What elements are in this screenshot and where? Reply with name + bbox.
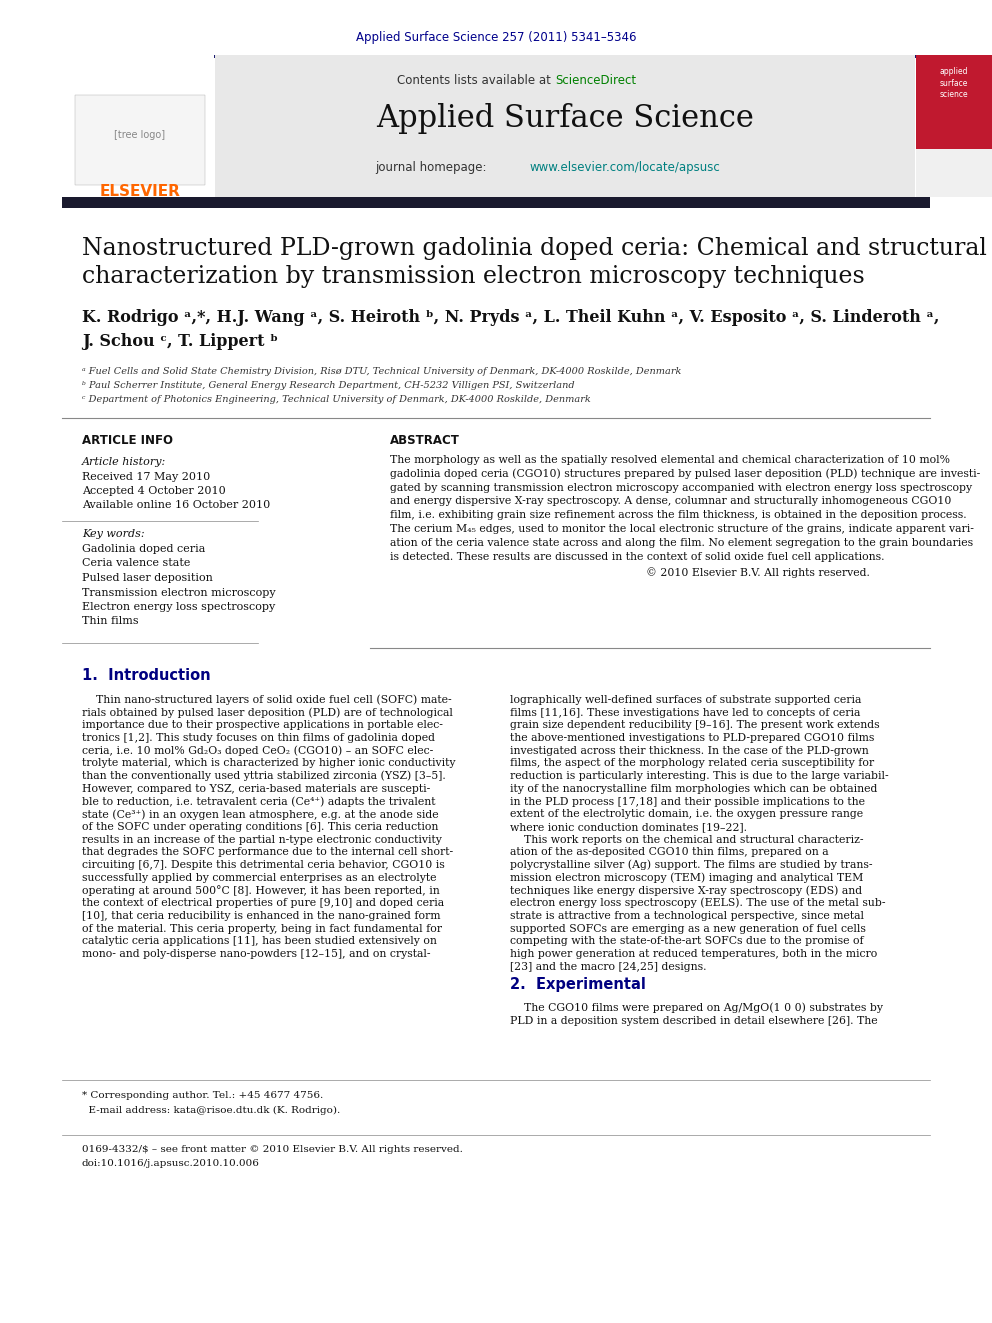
Text: Available online 16 October 2010: Available online 16 October 2010 bbox=[82, 500, 270, 509]
Text: state (Ce³⁺) in an oxygen lean atmosphere, e.g. at the anode side: state (Ce³⁺) in an oxygen lean atmospher… bbox=[82, 810, 438, 819]
Text: is detected. These results are discussed in the context of solid oxide fuel cell: is detected. These results are discussed… bbox=[390, 552, 885, 561]
Text: However, compared to YSZ, ceria-based materials are suscepti-: However, compared to YSZ, ceria-based ma… bbox=[82, 785, 431, 794]
Bar bbox=[916, 56, 992, 149]
Text: [10], that ceria reducibility is enhanced in the nano-grained form: [10], that ceria reducibility is enhance… bbox=[82, 912, 440, 921]
Bar bbox=[62, 56, 214, 197]
Text: Nanostructured PLD-grown gadolinia doped ceria: Chemical and structural: Nanostructured PLD-grown gadolinia doped… bbox=[82, 237, 987, 259]
Text: This work reports on the chemical and structural characteriz-: This work reports on the chemical and st… bbox=[510, 835, 863, 844]
Text: of the SOFC under operating conditions [6]. This ceria reduction: of the SOFC under operating conditions [… bbox=[82, 822, 438, 832]
Text: supported SOFCs are emerging as a new generation of fuel cells: supported SOFCs are emerging as a new ge… bbox=[510, 923, 866, 934]
Text: Key words:: Key words: bbox=[82, 529, 145, 538]
Text: strate is attractive from a technological perspective, since metal: strate is attractive from a technologica… bbox=[510, 912, 864, 921]
Text: films [11,16]. These investigations have led to concepts of ceria: films [11,16]. These investigations have… bbox=[510, 708, 860, 717]
Text: circuiting [6,7]. Despite this detrimental ceria behavior, CGO10 is: circuiting [6,7]. Despite this detriment… bbox=[82, 860, 444, 871]
Text: gated by scanning transmission electron microscopy accompanied with electron ene: gated by scanning transmission electron … bbox=[390, 483, 972, 492]
Text: ity of the nanocrystalline film morphologies which can be obtained: ity of the nanocrystalline film morpholo… bbox=[510, 785, 877, 794]
Text: The CGO10 films were prepared on Ag/MgO(1 0 0) substrates by: The CGO10 films were prepared on Ag/MgO(… bbox=[510, 1003, 883, 1013]
Bar bbox=[215, 56, 915, 197]
Text: in the PLD process [17,18] and their possible implications to the: in the PLD process [17,18] and their pos… bbox=[510, 796, 865, 807]
Text: applied
surface
science: applied surface science bbox=[939, 66, 968, 99]
Bar bbox=[75, 95, 205, 185]
Text: the context of electrical properties of pure [9,10] and doped ceria: the context of electrical properties of … bbox=[82, 898, 444, 908]
Text: journal homepage:: journal homepage: bbox=[375, 161, 490, 175]
Text: trolyte material, which is characterized by higher ionic conductivity: trolyte material, which is characterized… bbox=[82, 758, 455, 769]
Text: successfully applied by commercial enterprises as an electrolyte: successfully applied by commercial enter… bbox=[82, 873, 436, 882]
Text: grain size dependent reducibility [9–16]. The present work extends: grain size dependent reducibility [9–16]… bbox=[510, 721, 880, 730]
Text: ARTICLE INFO: ARTICLE INFO bbox=[82, 434, 173, 446]
Text: Contents lists available at: Contents lists available at bbox=[398, 74, 555, 86]
Text: Pulsed laser deposition: Pulsed laser deposition bbox=[82, 573, 213, 583]
Text: rials obtained by pulsed laser deposition (PLD) are of technological: rials obtained by pulsed laser depositio… bbox=[82, 708, 453, 718]
Text: * Corresponding author. Tel.: +45 4677 4756.: * Corresponding author. Tel.: +45 4677 4… bbox=[82, 1091, 323, 1101]
Text: E-mail address: kata@risoe.dtu.dk (K. Rodrigo).: E-mail address: kata@risoe.dtu.dk (K. Ro… bbox=[82, 1106, 340, 1114]
Text: Thin nano-structured layers of solid oxide fuel cell (SOFC) mate-: Thin nano-structured layers of solid oxi… bbox=[82, 695, 451, 705]
Text: ble to reduction, i.e. tetravalent ceria (Ce⁴⁺) adapts the trivalent: ble to reduction, i.e. tetravalent ceria… bbox=[82, 796, 435, 807]
Text: Electron energy loss spectroscopy: Electron energy loss spectroscopy bbox=[82, 602, 275, 613]
Text: ᵇ Paul Scherrer Institute, General Energy Research Department, CH-5232 Villigen : ᵇ Paul Scherrer Institute, General Energ… bbox=[82, 381, 574, 390]
Text: electron energy loss spectroscopy (EELS). The use of the metal sub-: electron energy loss spectroscopy (EELS)… bbox=[510, 898, 886, 909]
Text: operating at around 500°C [8]. However, it has been reported, in: operating at around 500°C [8]. However, … bbox=[82, 885, 439, 896]
Text: high power generation at reduced temperatures, both in the micro: high power generation at reduced tempera… bbox=[510, 949, 877, 959]
Text: 2.  Experimental: 2. Experimental bbox=[510, 978, 646, 992]
Text: and energy dispersive X-ray spectroscopy. A dense, columnar and structurally inh: and energy dispersive X-ray spectroscopy… bbox=[390, 496, 951, 507]
Text: Transmission electron microscopy: Transmission electron microscopy bbox=[82, 587, 276, 598]
Text: Applied Surface Science 257 (2011) 5341–5346: Applied Surface Science 257 (2011) 5341–… bbox=[356, 32, 636, 45]
Text: results in an increase of the partial n-type electronic conductivity: results in an increase of the partial n-… bbox=[82, 835, 441, 844]
Text: mission electron microscopy (TEM) imaging and analytical TEM: mission electron microscopy (TEM) imagin… bbox=[510, 873, 863, 882]
Text: investigated across their thickness. In the case of the PLD-grown: investigated across their thickness. In … bbox=[510, 746, 869, 755]
Text: ceria, i.e. 10 mol% Gd₂O₃ doped CeO₂ (CGO10) – an SOFC elec-: ceria, i.e. 10 mol% Gd₂O₃ doped CeO₂ (CG… bbox=[82, 746, 434, 755]
Text: the above-mentioned investigations to PLD-prepared CGO10 films: the above-mentioned investigations to PL… bbox=[510, 733, 874, 744]
Text: Article history:: Article history: bbox=[82, 456, 167, 467]
Text: PLD in a deposition system described in detail elsewhere [26]. The: PLD in a deposition system described in … bbox=[510, 1016, 878, 1025]
Text: where ionic conduction dominates [19–22].: where ionic conduction dominates [19–22]… bbox=[510, 822, 747, 832]
Text: The cerium M₄₅ edges, used to monitor the local electronic structure of the grai: The cerium M₄₅ edges, used to monitor th… bbox=[390, 524, 974, 534]
Text: ation of the as-deposited CGO10 thin films, prepared on a: ation of the as-deposited CGO10 thin fil… bbox=[510, 848, 828, 857]
Text: importance due to their prospective applications in portable elec-: importance due to their prospective appl… bbox=[82, 721, 442, 730]
Text: doi:10.1016/j.apsusc.2010.10.006: doi:10.1016/j.apsusc.2010.10.006 bbox=[82, 1159, 260, 1168]
Text: of the material. This ceria property, being in fact fundamental for: of the material. This ceria property, be… bbox=[82, 923, 442, 934]
Bar bbox=[62, 56, 930, 58]
Text: characterization by transmission electron microscopy techniques: characterization by transmission electro… bbox=[82, 266, 865, 288]
Text: [23] and the macro [24,25] designs.: [23] and the macro [24,25] designs. bbox=[510, 962, 706, 971]
Text: K. Rodrigo ᵃ,*, H.J. Wang ᵃ, S. Heiroth ᵇ, N. Pryds ᵃ, L. Theil Kuhn ᵃ, V. Espos: K. Rodrigo ᵃ,*, H.J. Wang ᵃ, S. Heiroth … bbox=[82, 310, 939, 327]
Bar bbox=[916, 149, 992, 197]
Text: ABSTRACT: ABSTRACT bbox=[390, 434, 460, 446]
Text: that degrades the SOFC performance due to the internal cell short-: that degrades the SOFC performance due t… bbox=[82, 848, 453, 857]
Text: Thin films: Thin films bbox=[82, 617, 139, 627]
Text: © 2010 Elsevier B.V. All rights reserved.: © 2010 Elsevier B.V. All rights reserved… bbox=[646, 568, 870, 578]
Text: ELSEVIER: ELSEVIER bbox=[99, 184, 181, 200]
Text: extent of the electrolytic domain, i.e. the oxygen pressure range: extent of the electrolytic domain, i.e. … bbox=[510, 810, 863, 819]
Text: than the conventionally used yttria stabilized zirconia (YSZ) [3–5].: than the conventionally used yttria stab… bbox=[82, 771, 445, 782]
Text: [tree logo]: [tree logo] bbox=[114, 130, 166, 140]
Text: Ceria valence state: Ceria valence state bbox=[82, 558, 190, 569]
Text: Received 17 May 2010: Received 17 May 2010 bbox=[82, 472, 210, 482]
Text: competing with the state-of-the-art SOFCs due to the promise of: competing with the state-of-the-art SOFC… bbox=[510, 937, 864, 946]
Text: www.elsevier.com/locate/apsusc: www.elsevier.com/locate/apsusc bbox=[530, 161, 721, 175]
Text: reduction is particularly interesting. This is due to the large variabil-: reduction is particularly interesting. T… bbox=[510, 771, 889, 781]
Text: ScienceDirect: ScienceDirect bbox=[555, 74, 636, 86]
Text: Applied Surface Science: Applied Surface Science bbox=[376, 102, 754, 134]
Text: films, the aspect of the morphology related ceria susceptibility for: films, the aspect of the morphology rela… bbox=[510, 758, 874, 769]
Text: film, i.e. exhibiting grain size refinement across the film thickness, is obtain: film, i.e. exhibiting grain size refinem… bbox=[390, 511, 966, 520]
Bar bbox=[916, 56, 992, 197]
Text: Accepted 4 October 2010: Accepted 4 October 2010 bbox=[82, 486, 226, 496]
Text: Gadolinia doped ceria: Gadolinia doped ceria bbox=[82, 544, 205, 554]
Text: gadolinia doped ceria (CGO10) structures prepared by pulsed laser deposition (PL: gadolinia doped ceria (CGO10) structures… bbox=[390, 468, 980, 479]
Text: ᶜ Department of Photonics Engineering, Technical University of Denmark, DK-4000 : ᶜ Department of Photonics Engineering, T… bbox=[82, 396, 591, 405]
Text: ᵃ Fuel Cells and Solid State Chemistry Division, Risø DTU, Technical University : ᵃ Fuel Cells and Solid State Chemistry D… bbox=[82, 368, 682, 377]
Text: lographically well-defined surfaces of substrate supported ceria: lographically well-defined surfaces of s… bbox=[510, 695, 861, 705]
Text: polycrystalline silver (Ag) support. The films are studied by trans-: polycrystalline silver (Ag) support. The… bbox=[510, 860, 873, 871]
Text: 0169-4332/$ – see front matter © 2010 Elsevier B.V. All rights reserved.: 0169-4332/$ – see front matter © 2010 El… bbox=[82, 1146, 463, 1155]
Text: tronics [1,2]. This study focuses on thin films of gadolinia doped: tronics [1,2]. This study focuses on thi… bbox=[82, 733, 435, 744]
Text: catalytic ceria applications [11], has been studied extensively on: catalytic ceria applications [11], has b… bbox=[82, 937, 436, 946]
Text: J. Schou ᶜ, T. Lippert ᵇ: J. Schou ᶜ, T. Lippert ᵇ bbox=[82, 333, 278, 351]
Text: mono- and poly-disperse nano-powders [12–15], and on crystal-: mono- and poly-disperse nano-powders [12… bbox=[82, 949, 431, 959]
Text: ation of the ceria valence state across and along the film. No element segregati: ation of the ceria valence state across … bbox=[390, 538, 973, 548]
Text: 1.  Introduction: 1. Introduction bbox=[82, 668, 210, 683]
Text: techniques like energy dispersive X-ray spectroscopy (EDS) and: techniques like energy dispersive X-ray … bbox=[510, 885, 862, 896]
Bar bbox=[62, 197, 930, 208]
Text: The morphology as well as the spatially resolved elemental and chemical characte: The morphology as well as the spatially … bbox=[390, 455, 950, 464]
